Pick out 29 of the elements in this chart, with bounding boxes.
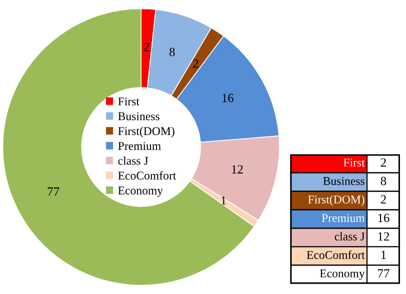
data-label: 77: [48, 187, 60, 196]
text: 77: [378, 269, 390, 278]
text: 2: [380, 195, 386, 204]
text: 2: [380, 158, 386, 167]
legend-label: Premium: [118, 142, 161, 150]
legend-label: Business: [118, 112, 160, 120]
data-label: 2: [144, 42, 149, 52]
legend-label: class J: [118, 156, 148, 165]
legend-label: First(DOM): [118, 126, 174, 138]
legend-label: First: [118, 97, 140, 106]
legend-label: EcoComfort: [118, 171, 176, 180]
category-label: First: [344, 158, 365, 167]
donut-slice: [2, 8, 255, 286]
data-label: 16: [222, 94, 234, 102]
data-label: 12: [232, 165, 243, 174]
text: 1: [381, 250, 386, 259]
data-label: 8: [170, 48, 175, 56]
slice-label: Economy: [320, 270, 365, 280]
data-label: 1: [221, 196, 226, 205]
category-label: First(DOM): [308, 195, 364, 206]
data-label: 2: [193, 59, 198, 68]
category-label: class J: [334, 232, 365, 240]
category-label: Premium: [322, 214, 365, 222]
text: 8: [380, 176, 386, 186]
category-label: EcoComfort: [306, 250, 365, 259]
text: 16: [378, 214, 390, 222]
legend-label: Economy: [118, 186, 164, 197]
category-label: Business: [323, 177, 364, 186]
text: 12: [378, 232, 390, 241]
